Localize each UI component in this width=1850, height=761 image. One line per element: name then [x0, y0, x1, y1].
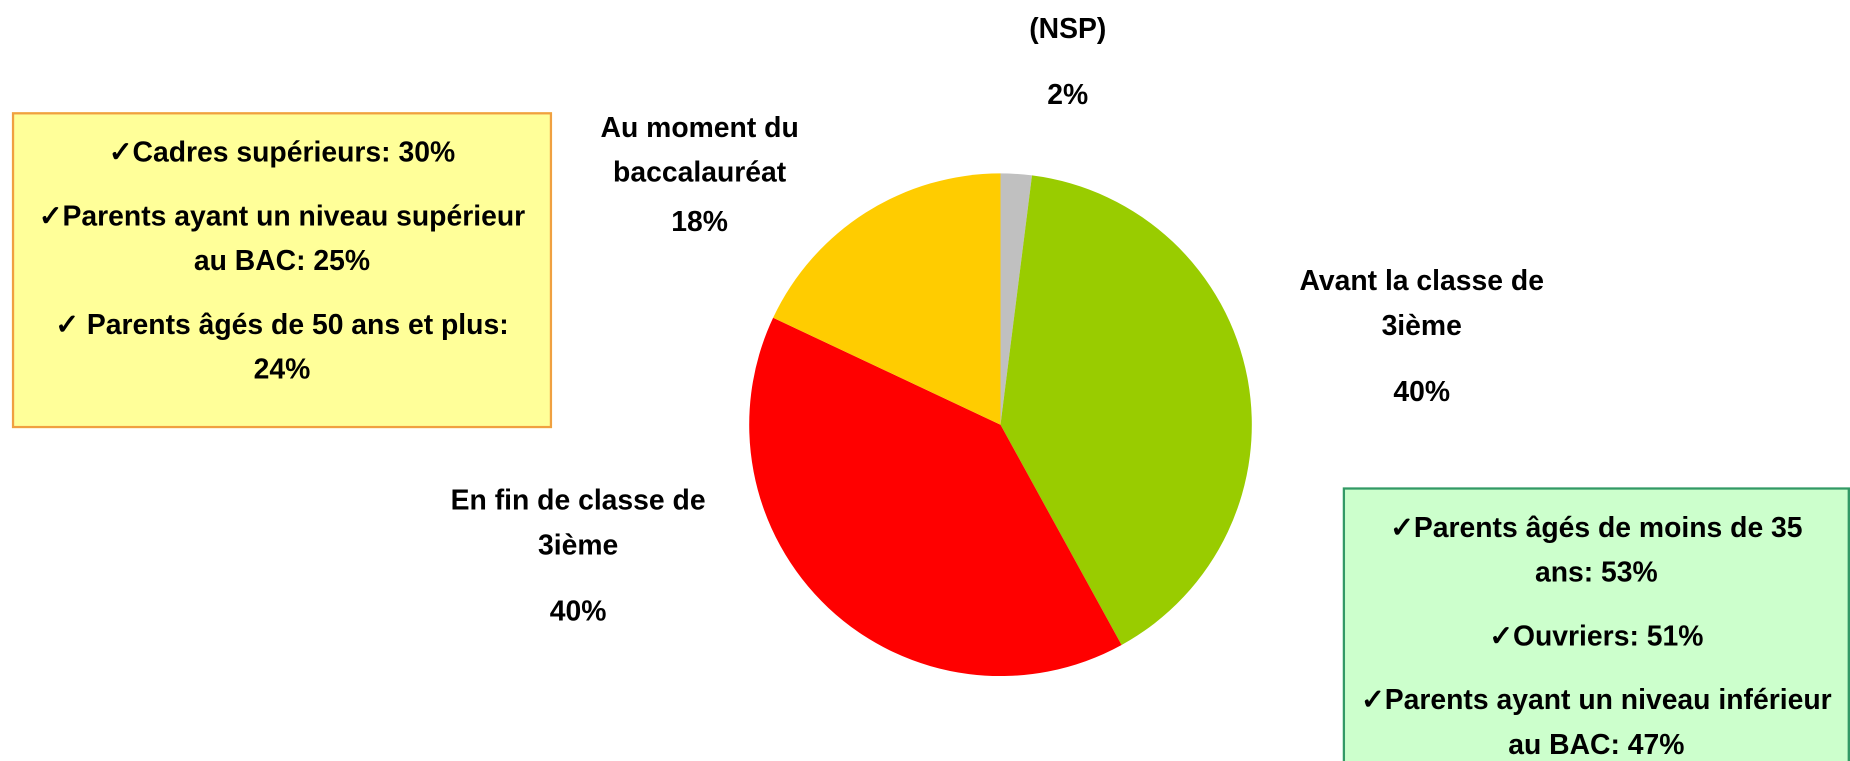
slice-value: 40%	[1393, 376, 1451, 409]
annotation-item: ✓ Parents âgés de 50 ans et plus: 24%	[55, 309, 509, 386]
slice-name: Avant la classe de 3ième	[1299, 265, 1544, 343]
slice-value: 2%	[1047, 79, 1089, 111]
slice-value: 18%	[671, 206, 728, 239]
slice-label: (NSP) 2%	[914, 7, 1221, 118]
slice-value: 40%	[549, 595, 607, 628]
slice-name: Au moment du baccalauréat	[600, 112, 799, 189]
slice-label: Avant la classe de 3ième 40%	[1268, 260, 1575, 416]
slice-label: Au moment du baccalauréat 18%	[546, 106, 853, 245]
slice-name: En fin de classe de 3ième	[450, 484, 706, 562]
slice-label-box: (NSP) 2%	[914, 7, 1221, 118]
slice-label-box: Avant la classe de 3ième 40%	[1268, 260, 1575, 416]
pie-slice	[1000, 175, 1252, 645]
annotation-item: ✓Parents ayant un niveau supérieur au BA…	[38, 200, 526, 278]
annotation-item: ✓Ouvriers: 51%	[1489, 620, 1704, 653]
pie-slice	[773, 173, 1001, 425]
annotation-item: ✓Parents âgés de moins de 35 ans: 53%	[1390, 512, 1803, 589]
slice-label-box: En fin de classe de 3ième 40%	[425, 479, 732, 635]
annotation-item: ✓Parents ayant un niveau inférieur au BA…	[1361, 684, 1832, 761]
slice-label: En fin de classe de 3ième 40%	[425, 479, 732, 635]
annotation-item: ✓Cadres supérieurs: 30%	[108, 136, 456, 169]
pie-slice	[749, 317, 1122, 677]
pie-slice	[1000, 173, 1033, 425]
annotation: ✓Cadres supérieurs: 30% ✓Parents ayant un…	[11, 112, 553, 429]
slice-name: (NSP)	[1029, 12, 1107, 45]
annotation-box: ✓Parents âgés de moins de 35 ans: 53% ✓Ou…	[1342, 487, 1850, 761]
slice-label-box: Au moment du baccalauréat 18%	[546, 106, 853, 245]
annotation-box: ✓Cadres supérieurs: 30% ✓Parents ayant un…	[11, 112, 553, 429]
annotation: ✓Parents âgés de moins de 35 ans: 53% ✓Ou…	[1342, 487, 1850, 761]
